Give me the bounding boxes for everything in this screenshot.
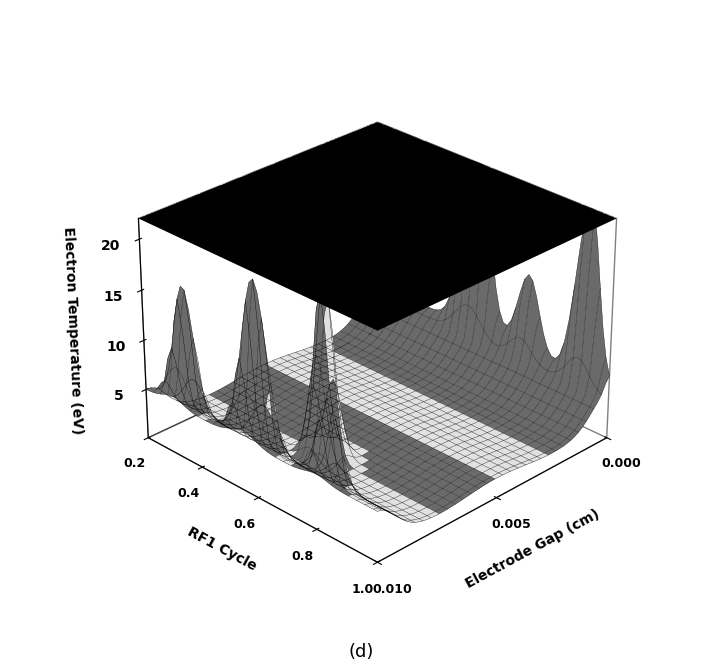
Text: (d): (d) <box>348 643 375 661</box>
Y-axis label: RF1 Cycle: RF1 Cycle <box>185 524 259 573</box>
X-axis label: Electrode Gap (cm): Electrode Gap (cm) <box>463 507 602 591</box>
